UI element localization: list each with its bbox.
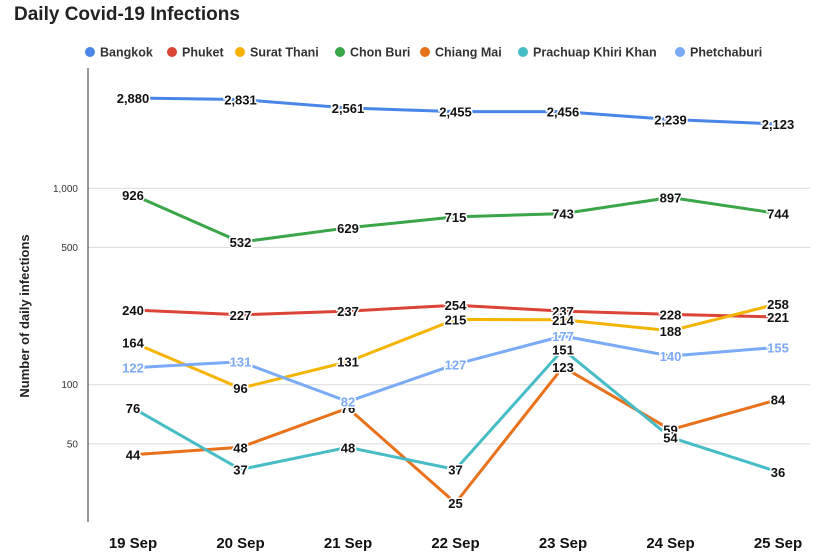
data-label: 228 (660, 307, 682, 322)
data-label: 532 (230, 235, 252, 250)
legend-marker (235, 47, 245, 57)
data-label: 2,239 (654, 113, 687, 128)
data-label: 2,880 (117, 91, 150, 106)
legend-marker (167, 47, 177, 57)
data-label: 258 (767, 297, 789, 312)
legend-marker (85, 47, 95, 57)
data-label: 84 (771, 393, 786, 408)
legend-label: Phetchaburi (690, 46, 762, 60)
data-label: 227 (230, 308, 252, 323)
legend-marker (420, 47, 430, 57)
data-label: 82 (341, 395, 355, 410)
series-line (133, 367, 778, 503)
data-label: 254 (445, 298, 467, 313)
legend-label: Prachuap Khiri Khan (533, 46, 657, 60)
data-label: 715 (445, 210, 467, 225)
data-label: 76 (126, 401, 140, 416)
data-label: 96 (233, 381, 247, 396)
data-label: 237 (337, 304, 359, 319)
data-label: 48 (341, 440, 355, 455)
data-label: 2,455 (439, 105, 472, 120)
data-label: 2,831 (224, 92, 257, 107)
data-label: 221 (767, 310, 789, 325)
data-label: 2,456 (547, 105, 580, 120)
y-tick-label: 1,000 (53, 184, 78, 195)
x-tick-label: 22 Sep (431, 535, 479, 552)
data-label: 37 (233, 463, 247, 478)
data-label: 164 (122, 335, 144, 350)
data-label: 155 (767, 340, 789, 355)
chart: Daily Covid-19 Infections Bangkok Phuket S… (0, 0, 820, 559)
x-tick-label: 20 Sep (216, 535, 264, 552)
y-tick-label: 100 (61, 380, 78, 391)
x-tick-label: 23 Sep (539, 535, 587, 552)
legend-label: Chiang Mai (435, 46, 502, 60)
data-label: 2,561 (332, 101, 365, 116)
y-tick-label: 50 (67, 439, 79, 450)
data-label: 188 (660, 324, 682, 339)
data-label: 131 (230, 355, 252, 370)
legend-label: Phuket (182, 46, 225, 60)
data-label: 926 (122, 188, 144, 203)
data-label: 240 (122, 303, 144, 318)
data-label: 743 (552, 207, 574, 222)
legend-marker (675, 47, 685, 57)
data-label: 151 (552, 343, 574, 358)
data-label: 25 (448, 496, 462, 511)
legend-label: Surat Thani (250, 46, 319, 60)
data-label: 44 (126, 448, 141, 463)
legend-label: Bangkok (100, 46, 153, 60)
data-label: 215 (445, 312, 467, 327)
data-label: 177 (552, 329, 574, 344)
x-tick-label: 25 Sep (754, 535, 802, 552)
data-label: 744 (767, 206, 789, 221)
data-label: 140 (660, 349, 682, 364)
data-label: 122 (122, 361, 144, 376)
x-tick-label: 24 Sep (646, 535, 694, 552)
data-label: 2,123 (762, 117, 795, 132)
data-label: 54 (663, 430, 678, 445)
data-label: 123 (552, 360, 574, 375)
data-label: 37 (448, 463, 462, 478)
y-axis-title: Number of daily infections (17, 234, 32, 397)
data-label: 127 (445, 357, 467, 372)
data-label: 131 (337, 355, 359, 370)
x-tick-label: 19 Sep (109, 535, 157, 552)
legend: Bangkok Phuket Surat Thani Chon Buri Chiang … (85, 46, 762, 60)
data-label: 36 (771, 465, 785, 480)
y-tick-label: 500 (61, 243, 78, 254)
chart-svg: Bangkok Phuket Surat Thani Chon Buri Chiang … (0, 0, 820, 559)
legend-label: Chon Buri (350, 46, 410, 60)
x-tick-label: 21 Sep (324, 535, 372, 552)
data-label: 629 (337, 221, 359, 236)
data-label: 48 (233, 440, 247, 455)
legend-marker (518, 47, 528, 57)
legend-marker (335, 47, 345, 57)
data-label: 214 (552, 313, 574, 328)
data-label: 897 (660, 191, 682, 206)
